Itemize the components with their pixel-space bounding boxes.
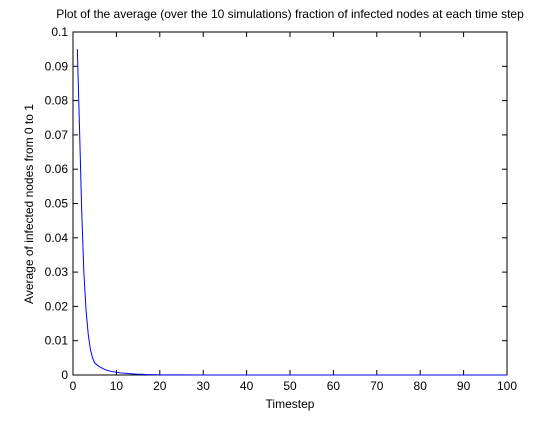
y-tick-label: 0.02 <box>45 299 69 313</box>
y-tick-label: 0 <box>61 368 68 382</box>
y-tick-label: 0.1 <box>51 25 68 39</box>
y-tick-label: 0.09 <box>45 59 69 73</box>
x-tick-label: 100 <box>497 379 517 393</box>
y-tick-label: 0.05 <box>45 197 69 211</box>
x-tick-label: 40 <box>240 379 254 393</box>
x-axis-label: Timestep <box>266 397 315 411</box>
y-tick-label: 0.04 <box>45 231 69 245</box>
x-tick-label: 60 <box>327 379 341 393</box>
plot-area <box>73 32 507 375</box>
x-tick-label: 10 <box>110 379 124 393</box>
x-tick-label: 90 <box>457 379 471 393</box>
x-tick-label: 20 <box>153 379 167 393</box>
x-tick-label: 0 <box>70 379 77 393</box>
x-tick-label: 50 <box>283 379 297 393</box>
x-tick-label: 70 <box>370 379 384 393</box>
y-tick-label: 0.08 <box>45 94 69 108</box>
y-tick-label: 0.07 <box>45 128 69 142</box>
y-tick-label: 0.03 <box>45 265 69 279</box>
chart-title: Plot of the average (over the 10 simulat… <box>56 7 524 21</box>
y-axis-label: Average of infected nodes from 0 to 1 <box>22 104 36 304</box>
x-tick-label: 30 <box>197 379 211 393</box>
y-tick-label: 0.06 <box>45 162 69 176</box>
x-tick-label: 80 <box>414 379 428 393</box>
y-tick-label: 0.01 <box>45 334 69 348</box>
